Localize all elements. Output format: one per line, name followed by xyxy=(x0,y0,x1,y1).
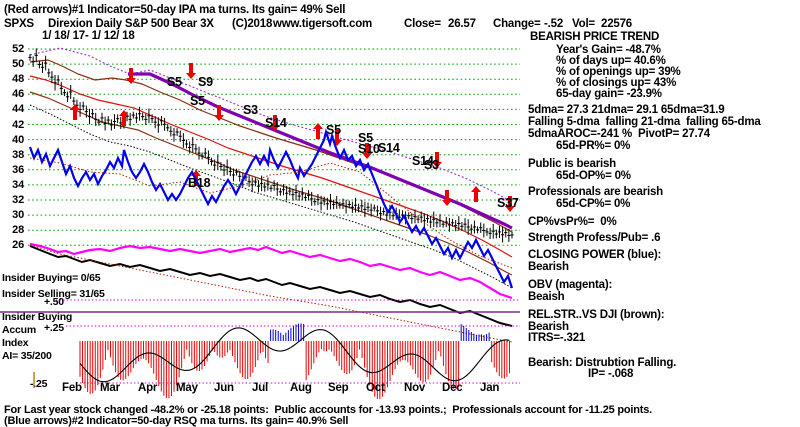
y-axis-tick: 32 xyxy=(12,194,24,206)
rel-strength-value: Bearish xyxy=(528,321,569,333)
signal-label: S9 xyxy=(198,75,213,89)
insider-buying-count: Insider Buying= 0/65 xyxy=(2,272,101,284)
change-value: -.52 xyxy=(544,18,564,30)
signal-label: S14 xyxy=(265,116,287,130)
cp65-value: 65d-CP%= 0% xyxy=(556,198,631,210)
security-name: Direxion Daily S&P 500 Bear 3X xyxy=(48,18,214,30)
y-axis-tick: 30 xyxy=(12,209,24,222)
y-axis-tick: 36 xyxy=(12,163,24,176)
rel-strength-title: REL.STR..VS DJI (brown): xyxy=(528,309,665,321)
x-axis-month-label: Jun xyxy=(214,382,234,394)
obv-value: Beaish xyxy=(528,291,565,303)
x-axis-month-label: Apr xyxy=(138,382,158,394)
volume-value: 22576 xyxy=(601,18,632,30)
y-axis-tick: 46 xyxy=(12,88,24,101)
stat-closings-up: % of closings up= 43% xyxy=(556,77,677,89)
stat-years-gain: Year's Gain= -48.7% xyxy=(556,44,661,56)
stat-65day-gain: 65-day gain= -23.9% xyxy=(556,88,662,100)
copyright-label: (C)2018 xyxy=(232,18,273,30)
dma-falling: Falling 5-dma falling 21-dma falling 65-… xyxy=(528,116,761,128)
signal-label: S5 xyxy=(326,123,341,137)
x-axis-month-label: Jan xyxy=(480,382,500,394)
signal-label: S3 xyxy=(424,158,439,172)
y-axis-tick: 26 xyxy=(12,239,24,252)
professional-sentiment: Professionals are bearish xyxy=(528,186,663,198)
signal-label: S14 xyxy=(378,141,400,155)
accum-index-title-1: Insider Buying xyxy=(2,311,73,323)
indicator-headline: (Red arrows)#1 Indicator=50-day IPA ma t… xyxy=(4,4,346,16)
strength-prof-pub: Strength Profess/Pub= .6 xyxy=(528,232,661,244)
date-range: 1/ 18/ 17- 1/ 12/ 18 xyxy=(42,30,135,42)
stat-days-up: % of days up= 40.6% xyxy=(556,55,666,67)
website-link[interactable]: www.tigersoft.com xyxy=(273,18,373,30)
signal-label: S10 xyxy=(358,142,380,156)
close-label: Close= xyxy=(404,18,441,30)
x-axis-month-label: Oct xyxy=(366,382,385,394)
x-axis-month-label: Jul xyxy=(252,382,269,394)
x-axis-month-label: Sep xyxy=(328,382,349,394)
op65-value: 65d-OP%= 0% xyxy=(556,170,631,182)
x-axis-month-label: Feb xyxy=(62,382,82,394)
x-axis-month-label: Aug xyxy=(290,382,312,394)
ip-value: IP= -.068 xyxy=(588,368,634,380)
closing-power-title: CLOSING POWER (blue): xyxy=(528,249,662,261)
x-axis-month-label: Dec xyxy=(442,382,463,394)
dma-values: 5dma= 27.3 21dma= 29.1 65dma=31.9 xyxy=(528,104,725,116)
y-axis-tick: 38 xyxy=(12,148,24,161)
ticker-symbol: SPXS xyxy=(4,18,34,30)
y-axis-tick: 34 xyxy=(12,178,24,191)
itrs-value: ITRS=-.321 xyxy=(528,332,586,344)
scale-plus-50: +.50 xyxy=(44,296,64,308)
signal-label: S37 xyxy=(497,196,519,210)
y-axis-tick: 44 xyxy=(12,103,24,116)
accum-index-title-3: Index xyxy=(2,337,29,349)
obv-title: OBV (magenta): xyxy=(528,279,613,291)
signal-label: S5 xyxy=(190,94,205,108)
y-axis-tick: 28 xyxy=(12,224,24,237)
distribution-status: Bearish: Distrubtion Falling. xyxy=(528,357,677,369)
x-axis-month-label: Nov xyxy=(404,382,426,394)
stat-openings-up: % of openings up= 39% xyxy=(556,66,681,78)
insider-selling-count: Insider Selling= 31/65 xyxy=(2,288,105,300)
trend-title: BEARISH PRICE TREND xyxy=(530,31,660,43)
scale-plus-25: +.25 xyxy=(44,322,64,334)
y-axis-tick: 40 xyxy=(12,133,24,146)
y-axis-tick: 50 xyxy=(12,58,24,71)
public-sentiment: Public is bearish xyxy=(528,158,616,170)
volume-label: Vol= xyxy=(572,18,595,30)
x-axis-month-label: Mar xyxy=(100,382,120,394)
footer-summary: For Last year stock changed -48.2% or -2… xyxy=(4,404,653,416)
y-axis-tick: 42 xyxy=(12,118,24,131)
x-axis-month-label: May xyxy=(176,382,198,394)
close-value: 26.57 xyxy=(448,18,476,30)
footer-indicator2: (Blue arrows)#2 Indicator=50-day RSQ ma … xyxy=(4,415,349,427)
change-label: Change= xyxy=(493,18,541,30)
signal-label: S3 xyxy=(243,103,258,117)
accum-index-title-2: Accum xyxy=(2,324,37,336)
dma-aroc: 5dmaAROC=-241 % PivotP= 27.74 xyxy=(528,128,710,140)
closing-power-value: Bearish xyxy=(528,261,569,273)
signal-label: B18 xyxy=(188,176,211,190)
signal-label: S14 xyxy=(412,154,434,168)
signal-label: S5 xyxy=(358,131,373,145)
ai-value: AI= 35/200 xyxy=(2,350,52,362)
cp-vs-pr: CP%vsPr%= 0% xyxy=(528,216,617,228)
pr65-value: 65d-PR%= 0% xyxy=(556,140,631,152)
y-axis-tick: 52 xyxy=(12,43,24,55)
signal-label: S5 xyxy=(167,75,182,89)
y-axis-tick: 48 xyxy=(12,73,24,86)
